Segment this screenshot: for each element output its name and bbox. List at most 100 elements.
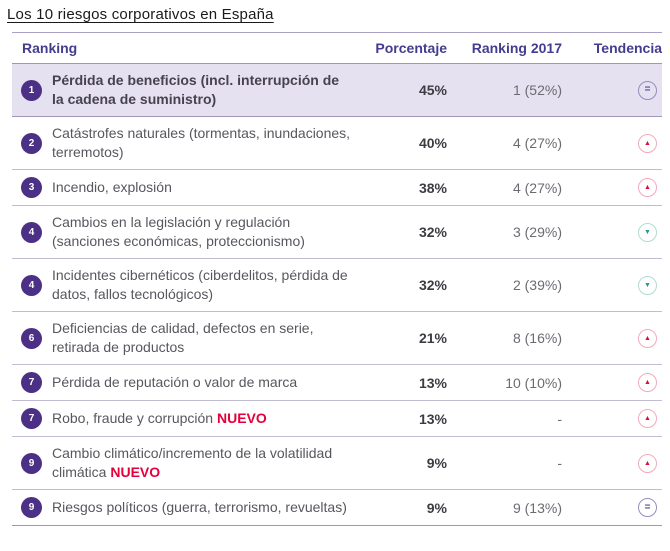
risk-label: Robo, fraude y corrupción NUEVO: [52, 409, 367, 428]
trend-cell: ▲: [562, 409, 662, 428]
rank-badge: 7: [21, 408, 42, 429]
risk-text: Riesgos políticos (guerra, terrorismo, r…: [52, 499, 347, 515]
rank-number: 2: [28, 137, 35, 149]
table-row: 4 Cambios en la legislación y regulación…: [12, 206, 662, 259]
risk-table: Ranking Porcentaje Ranking 2017 Tendenci…: [12, 32, 662, 526]
ranking-2017-value: 1 (52%): [512, 82, 562, 98]
ranking-2017-value: 9 (13%): [512, 499, 562, 516]
table-row: 6 Deficiencias de calidad, defectos en s…: [12, 312, 662, 365]
rank-number: 9: [28, 457, 35, 469]
percentage-value: 21%: [418, 330, 447, 346]
rank-number: 9: [28, 502, 35, 513]
percentage-value: 32%: [418, 224, 447, 240]
new-badge: NUEVO: [216, 410, 267, 426]
risk-label: Catástrofes naturales (tormentas, inunda…: [52, 124, 367, 162]
rank-badge: 9: [21, 452, 42, 474]
rank-number: 4: [28, 279, 35, 291]
risk-label: Incendio, explosiónNUEVO: [52, 178, 367, 197]
risk-text: Pérdida de reputación o valor de marca: [52, 374, 298, 390]
column-header-porcentaje: Porcentaje: [375, 40, 447, 56]
risk-text: Cambios en la legislación y regulación (…: [52, 214, 305, 249]
trend-cell: ▲: [562, 328, 662, 348]
risk-label: Deficiencias de calidad, defectos en ser…: [52, 319, 367, 357]
trend-cell: ▲: [562, 373, 662, 392]
risk-text: Pérdida de beneficios (incl. interrupció…: [52, 72, 340, 107]
rank-badge: 4: [21, 274, 42, 296]
risk-label: Incidentes cibernéticos (ciberdelitos, p…: [52, 266, 367, 304]
risk-label: Cambio climático/incremento de la volati…: [52, 444, 367, 482]
table-row: 4 Incidentes cibernéticos (ciberdelitos,…: [12, 259, 662, 312]
trend-cell: ▲: [562, 453, 662, 473]
risk-text: Catástrofes naturales (tormentas, inunda…: [52, 125, 351, 160]
table-row: 1 Pérdida de beneficios (incl. interrupc…: [12, 64, 662, 117]
rank-badge: 3: [21, 177, 42, 198]
ranking-2017-value: -: [557, 410, 562, 427]
risk-text: Cambio climático/incremento de la volati…: [52, 445, 333, 480]
table-row: 2 Catástrofes naturales (tormentas, inun…: [12, 117, 662, 170]
risk-label: Riesgos políticos (guerra, terrorismo, r…: [52, 498, 367, 517]
risk-text: Incendio, explosión: [52, 179, 172, 195]
risk-label: Pérdida de reputación o valor de marcaNU…: [52, 373, 367, 392]
risk-text: Incidentes cibernéticos (ciberdelitos, p…: [52, 267, 348, 302]
ranking-2017-value: 2 (39%): [512, 277, 562, 293]
rank-badge: 2: [21, 132, 42, 154]
trend-up-icon: ▲: [638, 373, 657, 392]
rank-number: 7: [28, 377, 35, 388]
ranking-2017-value: 10 (10%): [505, 374, 562, 391]
column-header-ranking-2017: Ranking 2017: [471, 40, 562, 56]
trend-cell: ▼: [562, 275, 662, 295]
risk-label: Pérdida de beneficios (incl. interrupció…: [52, 71, 367, 109]
column-header-tendencia: Tendencia: [593, 40, 662, 56]
percentage-value: 32%: [418, 277, 447, 293]
trend-equal-icon: =: [638, 498, 657, 517]
trend-down-icon: ▼: [638, 275, 657, 295]
rank-number: 6: [28, 332, 35, 344]
percentage-value: 9%: [426, 499, 447, 516]
percentage-value: 9%: [426, 455, 447, 471]
table-row: 9 Riesgos políticos (guerra, terrorismo,…: [12, 490, 662, 526]
ranking-2017-value: 4 (27%): [512, 179, 562, 196]
ranking-2017-value: 4 (27%): [512, 135, 562, 151]
risk-text: Deficiencias de calidad, defectos en ser…: [52, 320, 314, 355]
new-badge: NUEVO: [110, 464, 161, 480]
trend-cell: ▼: [562, 222, 662, 242]
percentage-value: 45%: [418, 82, 447, 98]
table-header-row: Ranking Porcentaje Ranking 2017 Tendenci…: [12, 33, 662, 64]
table-row: 3 Incendio, explosiónNUEVO 38% 4 (27%) ▲: [12, 170, 662, 206]
trend-cell: ▲: [562, 178, 662, 197]
table-row: 7 Pérdida de reputación o valor de marca…: [12, 365, 662, 401]
trend-cell: =: [562, 498, 662, 517]
trend-up-icon: ▲: [638, 409, 657, 428]
trend-equal-icon: =: [638, 80, 657, 100]
trend-cell: =: [562, 80, 662, 100]
rank-number: 1: [28, 84, 35, 96]
rank-number: 3: [28, 182, 35, 193]
rank-number: 7: [28, 413, 35, 424]
rank-number: 4: [28, 226, 35, 238]
trend-up-icon: ▲: [638, 178, 657, 197]
ranking-2017-value: 8 (16%): [512, 330, 562, 346]
column-header-ranking: Ranking: [22, 40, 78, 56]
risk-label: Cambios en la legislación y regulación (…: [52, 213, 367, 251]
trend-down-icon: ▼: [638, 222, 657, 242]
table-row: 9 Cambio climático/incremento de la vola…: [12, 437, 662, 490]
rank-badge: 7: [21, 372, 42, 393]
percentage-value: 40%: [418, 135, 447, 151]
rank-badge: 6: [21, 327, 42, 349]
trend-up-icon: ▲: [638, 133, 657, 153]
trend-up-icon: ▲: [638, 328, 657, 348]
percentage-value: 13%: [418, 410, 447, 427]
rank-badge: 4: [21, 221, 42, 243]
trend-cell: ▲: [562, 133, 662, 153]
percentage-value: 13%: [418, 374, 447, 391]
page-title: Los 10 riesgos corporativos en España: [7, 6, 274, 23]
table-body: 1 Pérdida de beneficios (incl. interrupc…: [12, 64, 662, 526]
ranking-2017-value: 3 (29%): [512, 224, 562, 240]
rank-badge: 9: [21, 497, 42, 518]
ranking-2017-value: -: [557, 455, 562, 471]
trend-up-icon: ▲: [638, 453, 657, 473]
table-row: 7 Robo, fraude y corrupción NUEVO 13% - …: [12, 401, 662, 437]
rank-badge: 1: [21, 79, 42, 101]
risk-text: Robo, fraude y corrupción: [52, 410, 217, 426]
